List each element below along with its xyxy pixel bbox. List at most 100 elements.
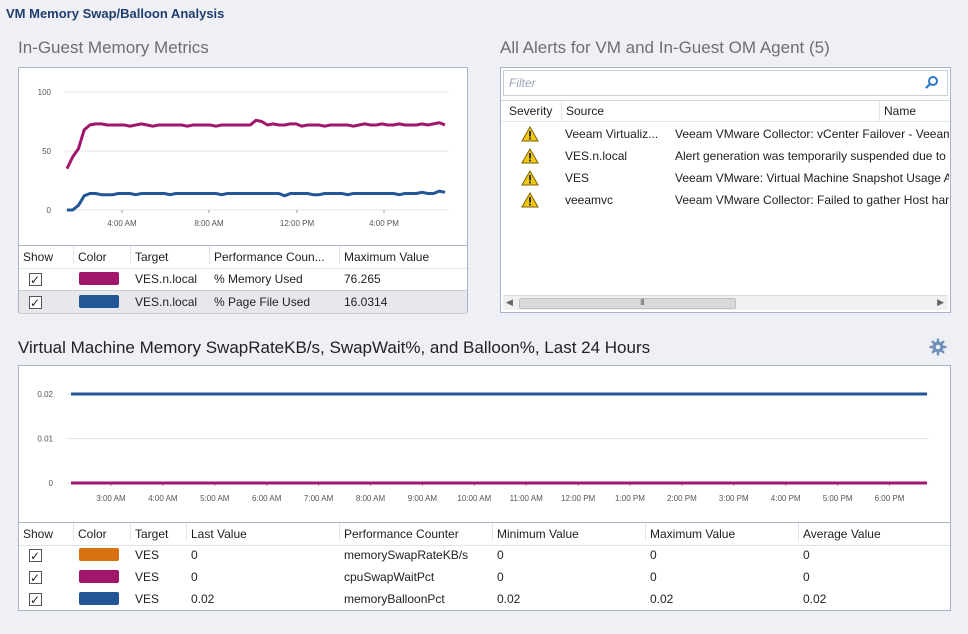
show-checkbox[interactable] <box>29 292 42 314</box>
counter-cell: memoryBalloonPct <box>344 592 445 606</box>
counter-cell: cpuSwapWaitPct <box>344 570 435 584</box>
name-cell: Veeam VMware Collector: Failed to gather… <box>675 193 949 207</box>
counter-cell: % Page File Used <box>214 295 311 309</box>
avg-cell: 0 <box>803 570 810 584</box>
search-icon[interactable] <box>925 75 939 89</box>
col-avg[interactable]: Average Value <box>798 523 881 541</box>
col-color[interactable]: Color <box>73 523 107 541</box>
col-name[interactable]: Name <box>879 101 916 121</box>
col-target[interactable]: Target <box>130 246 168 264</box>
x-tick-label: 12:00 PM <box>280 219 315 228</box>
alerts-panel: Severity Source Name Veeam Virtualiz...V… <box>500 67 951 313</box>
scroll-thumb[interactable]: III <box>519 298 736 309</box>
max-cell: 0 <box>650 570 657 584</box>
max-cell: 16.0314 <box>344 295 388 309</box>
vm-row[interactable]: VES 0.02 memoryBalloonPct 0.02 0.02 0.02 <box>19 588 950 611</box>
target-cell: VES.n.local <box>135 272 198 286</box>
vm-panel: 0.02 0.01 0 3:00 AM 4:00 AM 5:00 AM 6:00 AM 7:0… <box>18 365 951 611</box>
color-swatch <box>79 548 119 561</box>
col-color[interactable]: Color <box>73 246 107 264</box>
x-tick-label: 3:00 AM <box>96 494 126 503</box>
counter-cell: % Memory Used <box>214 272 303 286</box>
filter-input[interactable] <box>507 74 911 92</box>
color-swatch <box>79 570 119 583</box>
col-min[interactable]: Minimum Value <box>492 523 579 541</box>
col-max[interactable]: Maximum Value <box>339 246 429 264</box>
metrics-row[interactable]: VES.n.local % Page File Used 16.0314 <box>19 290 467 314</box>
vm-chart: 0.02 0.01 0 3:00 AM 4:00 AM 5:00 AM 6:00 AM 7:0… <box>37 390 929 503</box>
y-tick-label: 0 <box>49 479 54 488</box>
alert-row[interactable]: VES Veeam VMware: Virtual Machine Snapsho… <box>501 167 950 189</box>
x-tick-label: 8:00 AM <box>194 219 224 228</box>
x-tick-label: 11:00 AM <box>510 494 544 503</box>
col-source[interactable]: Source <box>561 101 604 121</box>
last-value-cell: 0.02 <box>191 592 215 606</box>
x-tick-label: 5:00 PM <box>823 494 853 503</box>
warning-icon <box>521 192 539 208</box>
x-tick-label: 6:00 PM <box>875 494 905 503</box>
x-tick-label: 4:00 AM <box>148 494 178 503</box>
alert-row[interactable]: Veeam Virtualiz... Veeam VMware Collector… <box>501 123 950 145</box>
counter-cell: memorySwapRateKB/s <box>344 548 469 562</box>
col-target[interactable]: Target <box>130 523 168 541</box>
metrics-section-title: In-Guest Memory Metrics <box>18 38 209 57</box>
source-cell: Veeam Virtualiz... <box>565 127 659 141</box>
last-value-cell: 0 <box>191 570 198 584</box>
alert-row[interactable]: veeamvc Veeam VMware Collector: Failed to… <box>501 189 950 211</box>
target-cell: VES <box>135 592 160 606</box>
x-tick-label: 12:00 PM <box>561 494 596 503</box>
x-tick-label: 4:00 AM <box>107 219 137 228</box>
y-tick-label: 50 <box>42 147 51 156</box>
scroll-left-icon[interactable]: ◀ <box>506 297 513 307</box>
max-cell: 0.02 <box>650 592 674 606</box>
x-tick-label: 5:00 AM <box>200 494 230 503</box>
col-show[interactable]: Show <box>23 250 54 264</box>
target-cell: VES <box>135 548 160 562</box>
scroll-right-icon[interactable]: ▶ <box>937 297 944 307</box>
x-tick-label: 10:00 AM <box>457 494 491 503</box>
col-last-value[interactable]: Last Value <box>186 523 247 541</box>
min-cell: 0.02 <box>497 592 521 606</box>
source-cell: VES <box>565 171 590 185</box>
metrics-row[interactable]: VES.n.local % Memory Used 76.265 <box>19 268 467 291</box>
source-cell: veeamvc <box>565 193 614 207</box>
show-checkbox[interactable] <box>29 545 42 567</box>
alerts-section-title: All Alerts for VM and In-Guest OM Agent … <box>500 38 830 57</box>
warning-icon <box>521 170 539 186</box>
name-cell: Veeam VMware: Virtual Machine Snapshot U… <box>675 171 949 185</box>
page-title: VM Memory Swap/Balloon Analysis <box>6 6 225 21</box>
x-tick-label: 1:00 PM <box>615 494 645 503</box>
color-swatch <box>79 592 119 605</box>
alert-row[interactable]: VES.n.local Alert generation was temporar… <box>501 145 950 167</box>
series-line-0 <box>65 118 446 170</box>
col-counter[interactable]: Performance Coun... <box>209 246 325 264</box>
filter-box <box>503 70 948 96</box>
scroll-grip: III <box>640 298 645 307</box>
vm-grid-header: Show Color Target Last Value Performance… <box>19 522 950 546</box>
name-cell: Alert generation was temporarily suspend… <box>675 149 946 163</box>
min-cell: 0 <box>497 570 504 584</box>
min-cell: 0 <box>497 548 504 562</box>
warning-icon <box>521 148 539 164</box>
vm-row[interactable]: VES 0 cpuSwapWaitPct 0 0 0 <box>19 566 950 589</box>
color-swatch <box>79 295 119 308</box>
horizontal-scrollbar[interactable]: ◀ III ▶ <box>503 295 948 310</box>
show-checkbox[interactable] <box>29 589 42 611</box>
col-max[interactable]: Maximum Value <box>645 523 735 541</box>
metrics-grid-header: Show Color Target Performance Coun... Ma… <box>19 245 467 269</box>
warning-icon <box>521 126 539 142</box>
col-show[interactable]: Show <box>23 527 54 541</box>
show-checkbox[interactable] <box>29 269 42 291</box>
x-tick-label: 2:00 PM <box>667 494 697 503</box>
gear-icon[interactable] <box>929 338 947 356</box>
show-checkbox[interactable] <box>29 567 42 589</box>
alerts-grid-header: Severity Source Name <box>501 100 950 122</box>
y-tick-label: 0 <box>47 206 52 215</box>
x-tick-label: 6:00 AM <box>252 494 282 503</box>
series-line-1 <box>67 189 446 212</box>
col-severity[interactable]: Severity <box>509 104 553 118</box>
col-counter[interactable]: Performance Counter <box>339 523 459 541</box>
metrics-panel: 100 50 0 4:00 AM 8:00 AM 12:00 PM 4:00 PM Show… <box>18 67 468 314</box>
x-tick-label: 8:00 AM <box>356 494 386 503</box>
vm-row[interactable]: VES 0 memorySwapRateKB/s 0 0 0 <box>19 544 950 567</box>
